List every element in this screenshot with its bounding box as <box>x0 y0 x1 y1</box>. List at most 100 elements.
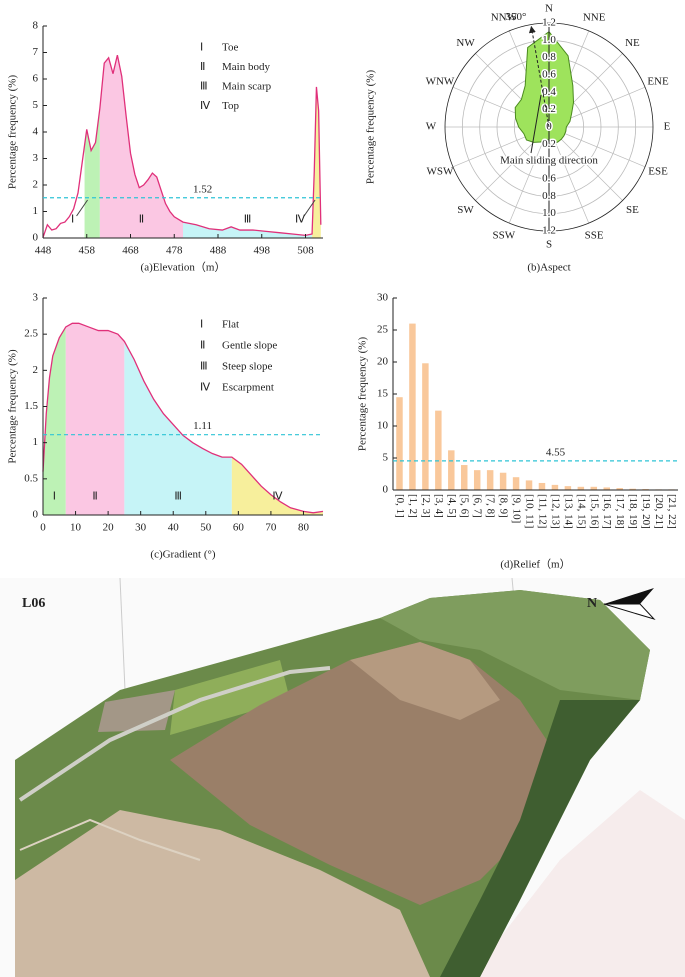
x-tick-label: 498 <box>254 245 271 257</box>
x-axis-title: (c)Gradient (°) <box>150 549 216 561</box>
direction-label: ESE <box>648 166 668 178</box>
bar <box>499 472 507 490</box>
bar <box>512 477 520 490</box>
bar <box>551 484 559 490</box>
y-tick-label: 10 <box>377 420 389 432</box>
direction-label: N <box>545 3 553 15</box>
r-tick-label: 1.0 <box>542 34 556 46</box>
vegetation <box>440 700 640 977</box>
zone-label: Ⅳ <box>272 491 283 503</box>
zone-area <box>231 457 323 515</box>
x-tick-label: 468 <box>122 245 139 257</box>
r-tick-label: 0.2 <box>542 138 556 150</box>
x-tick-label: 10 <box>70 522 82 534</box>
bar <box>616 488 623 490</box>
guide-line <box>119 577 126 691</box>
legend-numeral: Ⅲ <box>200 81 208 93</box>
y-tick-label: 15 <box>377 388 389 400</box>
y-tick-label: 8 <box>33 20 39 32</box>
direction-label: ENE <box>647 75 669 87</box>
frequency-curve <box>42 55 322 238</box>
x-tick-label: 0 <box>40 522 46 534</box>
x-tick-label: [2, 3] <box>420 494 432 518</box>
y-tick-label: 30 <box>377 292 389 304</box>
bare-ground <box>15 810 430 977</box>
zone-label: Ⅱ <box>92 491 97 503</box>
r-tick-label: 0.6 <box>542 69 556 81</box>
y-axis-title: Percentage frequency (%) <box>365 70 377 185</box>
x-tick-label: [3, 4] <box>433 494 445 518</box>
legend-name: Main scarp <box>222 81 272 93</box>
y-axis-title: Percentage frequency (%) <box>357 337 369 452</box>
y-tick-label: 3 <box>33 152 39 164</box>
y-tick-label: 2 <box>33 179 39 191</box>
bar <box>629 488 636 490</box>
legend-name: Toe <box>222 42 238 54</box>
x-axis-title: (b)Aspect <box>527 262 570 274</box>
r-tick-label: 0.8 <box>542 51 556 63</box>
x-tick-label: [12, 13] <box>549 494 561 529</box>
bar <box>538 482 546 490</box>
x-tick-label: 448 <box>35 245 52 257</box>
r-tick-label: 0.4 <box>542 155 556 167</box>
x-tick-label: 20 <box>103 522 115 534</box>
y-tick-label: 6 <box>33 73 39 85</box>
mean-label: 1.52 <box>193 183 212 195</box>
x-tick-label: [7, 8] <box>485 494 497 518</box>
annotation: Main sliding direction <box>500 155 598 167</box>
bar <box>486 470 494 490</box>
x-tick-label: 80 <box>298 522 310 534</box>
bar <box>409 323 416 490</box>
field <box>170 660 290 735</box>
direction-label: SE <box>626 204 639 216</box>
direction-label: S <box>546 239 552 251</box>
bar <box>448 450 455 490</box>
bar <box>396 397 403 490</box>
direction-label: SSW <box>493 230 516 242</box>
x-tick-label: [19, 20] <box>640 494 652 529</box>
x-tick-label: 60 <box>233 522 245 534</box>
y-tick-label: 1.5 <box>24 400 38 412</box>
direction-label: NNW <box>491 12 518 24</box>
x-tick-label: [18, 19] <box>627 494 639 529</box>
zone-label: Ⅰ <box>53 491 56 503</box>
x-tick-label: 458 <box>79 245 96 257</box>
x-tick-label: 40 <box>168 522 180 534</box>
y-tick-label: 0 <box>383 484 389 496</box>
legend-numeral: Ⅰ <box>200 319 203 331</box>
direction-label: NE <box>625 37 640 49</box>
direction-label: SW <box>457 204 474 216</box>
y-tick-label: 1 <box>33 205 39 217</box>
x-tick-label: 488 <box>210 245 227 257</box>
r-tick-label: 0.2 <box>542 103 556 115</box>
north-arrow <box>603 603 656 621</box>
zone-area <box>65 323 125 515</box>
road <box>18 666 331 802</box>
x-axis-title: (a)Elevation（m） <box>141 261 226 274</box>
x-tick-label: [0, 1] <box>394 494 406 518</box>
zone-leader <box>303 199 316 217</box>
legend-name: Escarpment <box>222 382 274 394</box>
bar <box>473 470 481 490</box>
photo-label: L06 <box>22 596 45 611</box>
x-tick-label: [13, 14] <box>562 494 574 529</box>
legend-numeral: Ⅲ <box>200 361 208 373</box>
r-tick-label: 1.2 <box>542 17 556 29</box>
x-tick-label: [16, 17] <box>601 494 613 529</box>
legend-numeral: Ⅰ <box>200 42 203 54</box>
y-tick-label: 5 <box>383 452 389 464</box>
y-tick-label: 20 <box>377 356 389 368</box>
x-tick-label: [4, 5] <box>446 494 458 518</box>
y-tick-label: 1 <box>33 436 39 448</box>
landslide-scarp <box>350 642 500 720</box>
north-arrow <box>604 588 654 604</box>
x-tick-label: 478 <box>166 245 183 257</box>
legend-numeral: Ⅳ <box>200 100 211 112</box>
y-tick-label: 2.5 <box>24 328 38 340</box>
x-tick-label: [17, 18] <box>614 494 626 529</box>
bar <box>435 410 442 490</box>
north-label: N <box>587 596 597 611</box>
x-tick-label: 50 <box>200 522 212 534</box>
x-tick-label: [15, 16] <box>588 494 600 529</box>
legend-name: Gentle slope <box>222 340 277 352</box>
